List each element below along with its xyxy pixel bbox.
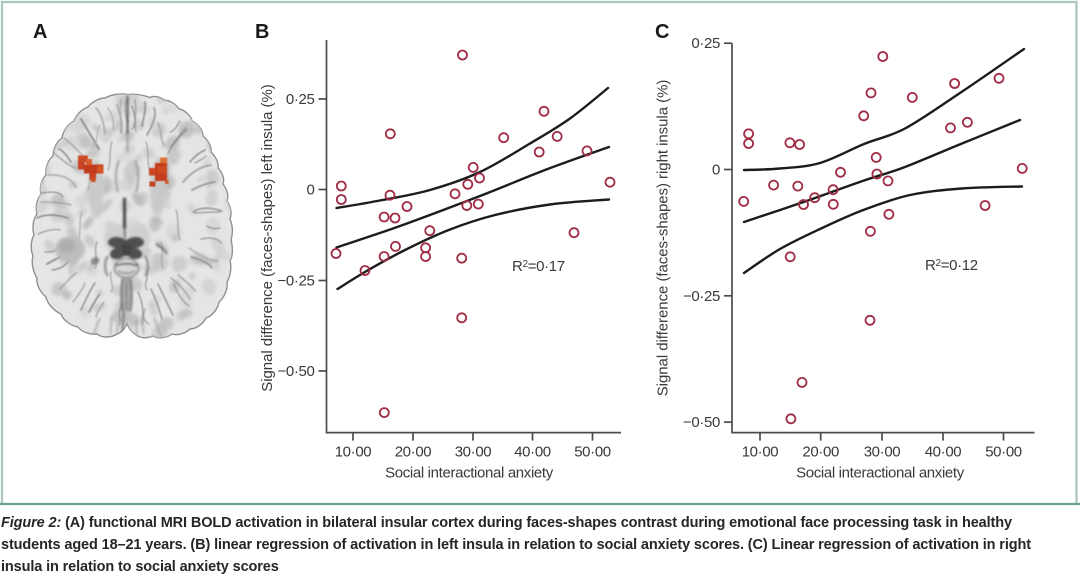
svg-text:0·25: 0·25	[691, 35, 720, 52]
svg-text:Social interactional anxiety: Social interactional anxiety	[385, 465, 554, 482]
svg-text:−0·50: −0·50	[277, 363, 314, 380]
svg-text:0: 0	[712, 162, 720, 179]
svg-text:C: C	[655, 21, 669, 43]
svg-text:−0·50: −0·50	[683, 414, 720, 431]
svg-text:0·25: 0·25	[286, 91, 315, 108]
svg-text:Signal difference (faces-shape: Signal difference (faces-shapes) left in…	[259, 84, 276, 392]
svg-text:30·00: 30·00	[455, 444, 492, 461]
svg-text:50·00: 50·00	[574, 444, 611, 461]
svg-text:Signal difference (faces-shape: Signal difference (faces-shapes) right i…	[655, 80, 672, 397]
svg-text:30·00: 30·00	[864, 444, 901, 461]
svg-text:R2=0·12: R2=0·12	[925, 257, 978, 274]
svg-text:0: 0	[307, 182, 315, 199]
svg-text:50·00: 50·00	[985, 444, 1022, 461]
svg-text:40·00: 40·00	[514, 444, 551, 461]
svg-text:20·00: 20·00	[395, 444, 432, 461]
svg-text:10·00: 10·00	[742, 444, 779, 461]
svg-text:10·00: 10·00	[335, 444, 372, 461]
svg-text:20·00: 20·00	[802, 444, 839, 461]
svg-text:−0·25: −0·25	[683, 288, 720, 305]
svg-text:B: B	[255, 21, 269, 43]
svg-text:−0·25: −0·25	[277, 273, 314, 290]
svg-text:A: A	[33, 21, 47, 43]
svg-text:R2=0·17: R2=0·17	[512, 258, 565, 275]
svg-text:40·00: 40·00	[925, 444, 962, 461]
svg-text:Social interactional anxiety: Social interactional anxiety	[796, 465, 965, 482]
